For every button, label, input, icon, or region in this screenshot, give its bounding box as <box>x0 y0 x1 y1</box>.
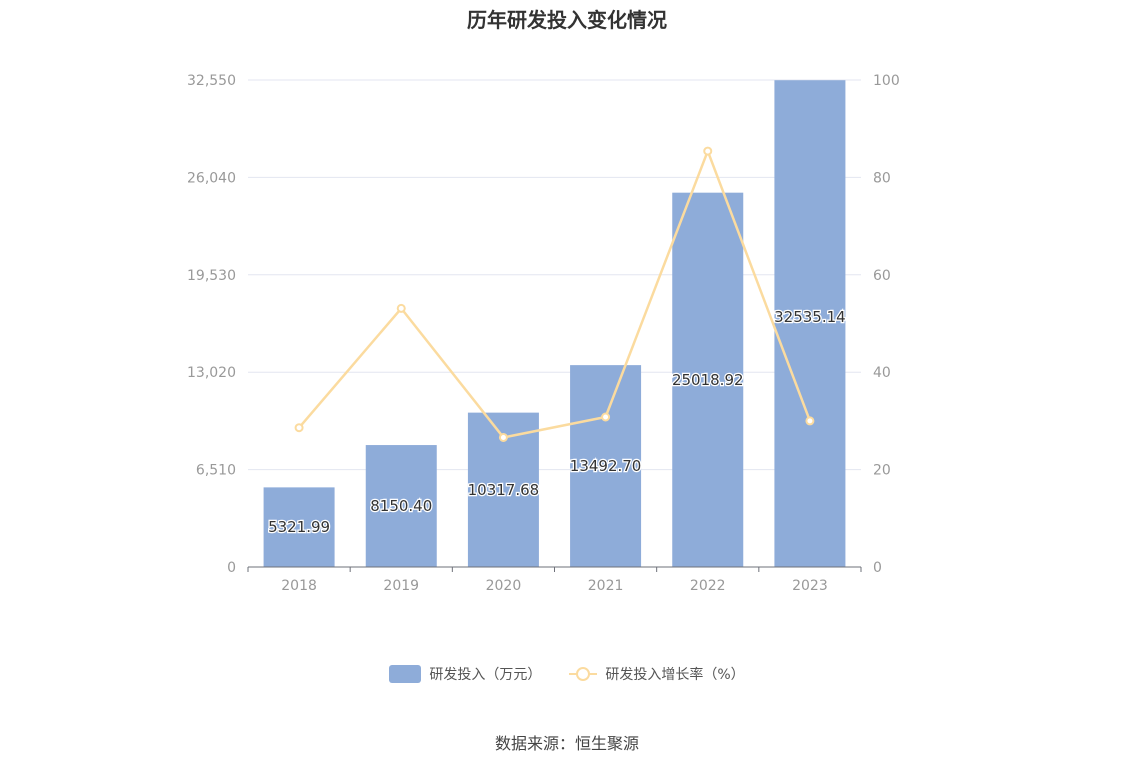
x-tick-label: 2023 <box>792 578 828 594</box>
legend-label-line: 研发投入增长率（%） <box>605 667 745 683</box>
chart-canvas: 0 6,510 13,020 19,530 26,040 32,550 0 20 40 60 80 1… <box>187 73 900 594</box>
line-series-swatch <box>569 665 598 683</box>
legend-item-bar[interactable]: 研发投入（万元） <box>389 664 541 684</box>
bar <box>570 365 642 567</box>
bar-data-label: 5321.99 <box>268 518 330 536</box>
data-source: 数据来源：恒生聚源 <box>494 734 639 753</box>
x-tick-label: 2020 <box>486 578 522 594</box>
y-left-tick-label: 13,020 <box>187 365 236 381</box>
growth-rate-point <box>396 303 406 313</box>
y-left-tick-label: 6,510 <box>196 463 236 479</box>
x-tick-label: 2019 <box>383 578 419 594</box>
growth-rate-line <box>298 149 812 439</box>
growth-rate-point <box>703 146 713 156</box>
bar <box>365 445 437 567</box>
bar-data-label: 10317.68 <box>468 481 540 499</box>
growth-rate-point <box>498 432 508 442</box>
legend-label-bar: 研发投入（万元） <box>429 667 542 683</box>
x-tick-label: 2022 <box>690 578 726 594</box>
y-left-tick-label: 0 <box>227 560 236 576</box>
y-left-tick-label: 19,530 <box>187 268 236 284</box>
x-tick-label: 2018 <box>281 578 317 594</box>
y-right-tick-label: 80 <box>873 170 891 186</box>
bar-series-swatch <box>389 665 422 683</box>
growth-rate-point <box>805 416 815 426</box>
chart-legend: 研发投入（万元） 研发投入增长率（%） <box>0 664 1134 684</box>
legend-item-line[interactable]: 研发投入增长率（%） <box>569 664 745 684</box>
chart-title: 历年研发投入变化情况 <box>467 8 667 32</box>
growth-rate-point <box>601 412 611 422</box>
bar <box>672 192 744 567</box>
y-right-tick-label: 0 <box>873 560 882 576</box>
bar-data-label: 25018.92 <box>672 371 744 389</box>
y-left-tick-label: 32,550 <box>187 73 236 89</box>
y-left-tick-label: 26,040 <box>187 170 236 186</box>
y-right-tick-label: 40 <box>873 365 891 381</box>
y-right-tick-label: 60 <box>873 268 891 284</box>
bar <box>774 80 846 568</box>
growth-rate-point <box>294 423 304 433</box>
y-right-tick-label: 20 <box>873 463 891 479</box>
bar-data-label: 13492.70 <box>570 457 642 475</box>
y-right-tick-label: 100 <box>873 73 900 89</box>
bar-data-label: 8150.40 <box>370 497 432 515</box>
x-tick-label: 2021 <box>588 578 624 594</box>
bar-data-label: 32535.14 <box>774 308 846 326</box>
bar <box>263 487 335 567</box>
